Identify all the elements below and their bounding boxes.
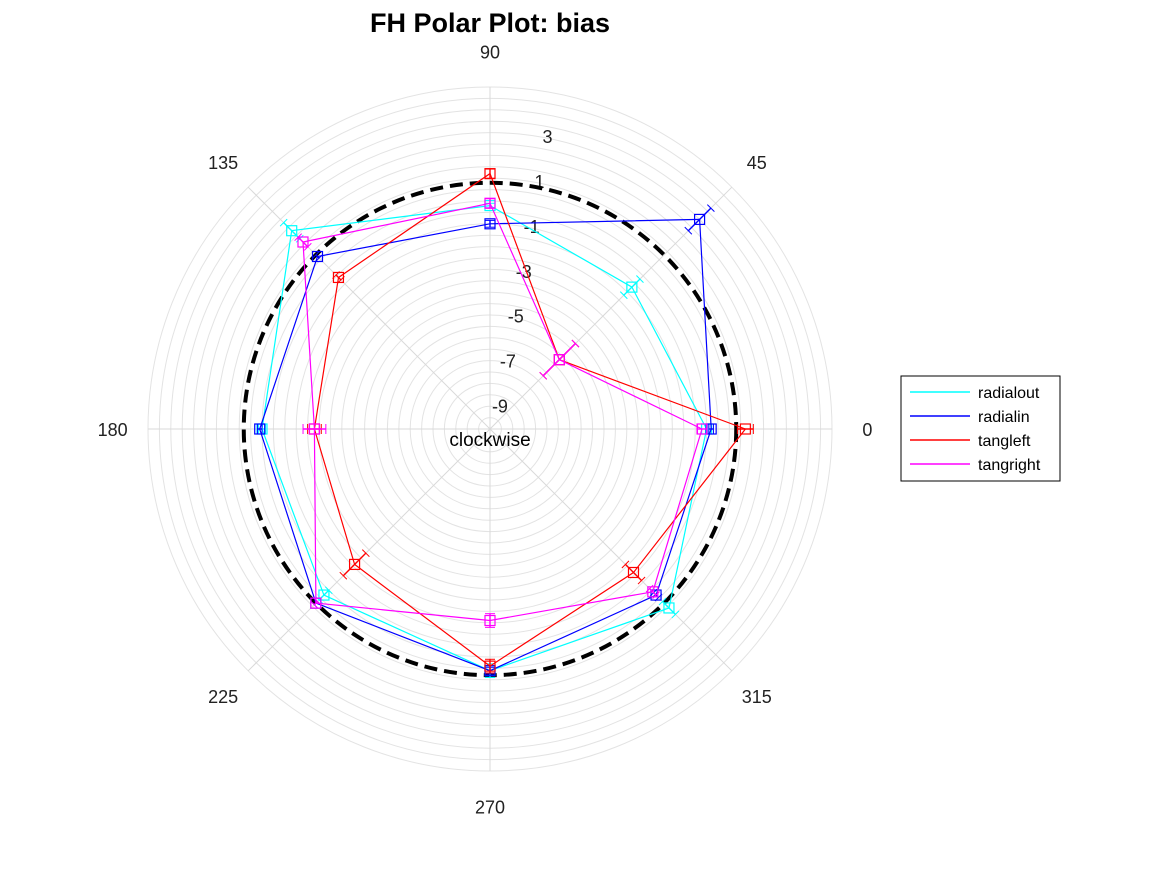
error-cap	[311, 250, 320, 259]
error-cap	[315, 254, 323, 262]
error-bar	[315, 254, 320, 259]
angle-tick-label: 90	[480, 43, 500, 63]
data-point-marker	[626, 281, 638, 293]
data-point-marker	[318, 589, 330, 601]
chart-title: FH Polar Plot: bias	[370, 8, 610, 38]
data-point-marker	[696, 423, 708, 435]
data-point-marker	[647, 586, 659, 598]
data-point-marker	[254, 423, 266, 435]
r-tick-label: 3	[542, 127, 552, 147]
grid-spoke	[247, 428, 491, 672]
data-point-marker	[693, 213, 706, 226]
r-tick-label: -3	[516, 262, 532, 282]
error-cap	[313, 597, 322, 606]
data-point-marker	[310, 597, 322, 609]
legend: radialout radialin tangleft tangright	[900, 375, 1061, 482]
error-bar	[649, 588, 657, 596]
radial-tick-labels: -9-7-5-3-113	[492, 127, 553, 416]
data-point-marker	[348, 558, 361, 571]
data-point-marker	[484, 197, 496, 209]
error-cap	[671, 610, 680, 619]
data-point-marker	[553, 354, 565, 366]
data-point-marker	[286, 225, 298, 237]
angle-tick-label: 180	[98, 420, 128, 440]
data-point-marker	[332, 271, 345, 284]
error-cap	[619, 291, 628, 300]
data-point-marker	[311, 250, 324, 263]
data-point-marker	[627, 566, 640, 579]
grid-spoke	[489, 428, 733, 672]
error-bar	[542, 343, 576, 377]
r-tick-label: -5	[508, 307, 524, 327]
error-cap	[539, 371, 548, 380]
angle-tick-label: 225	[208, 687, 238, 707]
error-cap	[339, 571, 348, 580]
legend-label-tangright: tangright	[978, 457, 1041, 474]
angle-tick-label: 135	[208, 153, 238, 173]
r-tick-label: -9	[492, 397, 508, 417]
error-cap	[636, 275, 644, 283]
error-bar	[687, 207, 712, 232]
error-bar	[313, 601, 318, 606]
data-point-marker	[484, 614, 496, 627]
data-point-marker	[739, 423, 751, 435]
r-tick-label: 1	[535, 172, 545, 192]
data-point-marker	[663, 602, 675, 614]
data-point-marker	[650, 589, 662, 601]
error-cap	[279, 218, 288, 227]
data-point-marker	[484, 218, 496, 230]
legend-label-tangleft: tangleft	[978, 433, 1031, 450]
series-tangright	[294, 197, 708, 628]
error-cap	[621, 560, 630, 569]
angle-tick-label: 45	[747, 153, 767, 173]
error-bar	[342, 552, 367, 577]
series-radialin	[254, 204, 717, 677]
error-cap	[706, 204, 715, 213]
error-cap	[361, 549, 370, 558]
error-bar	[335, 274, 342, 281]
error-cap	[658, 597, 667, 606]
error-cap	[684, 226, 693, 235]
direction-note: clockwise	[449, 430, 530, 451]
angle-tick-label: 315	[742, 687, 772, 707]
legend-label-radialout: radialout	[978, 385, 1040, 402]
error-cap	[310, 600, 319, 609]
angle-tick-labels: 0 45 90 135 180 225 270 315	[98, 43, 873, 818]
angle-tick-label: 0	[862, 420, 872, 440]
error-bar	[297, 236, 309, 248]
error-bar	[662, 601, 676, 615]
error-cap	[637, 576, 646, 585]
data-point-marker	[484, 168, 496, 180]
error-cap	[571, 339, 580, 348]
angle-tick-label: 270	[475, 797, 505, 817]
r-tick-label: -7	[500, 352, 516, 372]
data-point-marker	[308, 423, 321, 435]
data-point-marker	[484, 660, 496, 672]
data-point-marker	[297, 236, 309, 248]
series-group	[254, 168, 754, 679]
legend-label-radialin: radialin	[978, 409, 1030, 426]
